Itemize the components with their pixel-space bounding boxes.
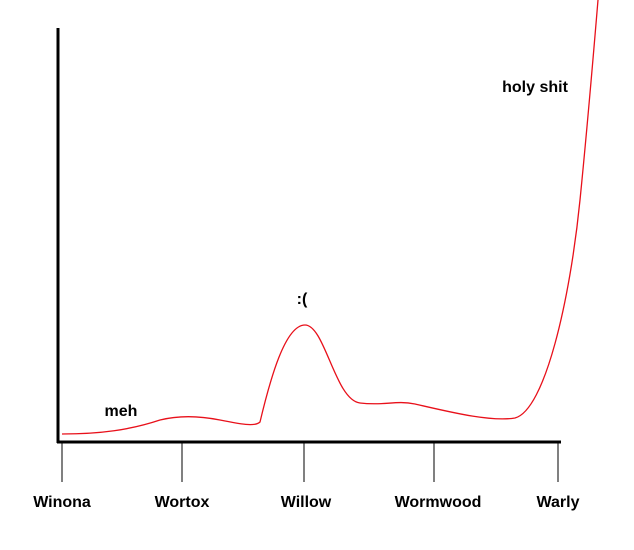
annotation: holy shit xyxy=(502,79,568,96)
x-label: Warly xyxy=(537,494,580,511)
tick-marks xyxy=(61,442,559,482)
x-label: Winona xyxy=(33,494,91,511)
curve xyxy=(61,0,599,435)
x-label: Wormwood xyxy=(395,494,482,511)
x-label: Wortox xyxy=(155,494,210,511)
annotation: meh xyxy=(105,403,138,420)
x-label: Willow xyxy=(281,494,332,511)
annotation: :( xyxy=(297,291,308,308)
